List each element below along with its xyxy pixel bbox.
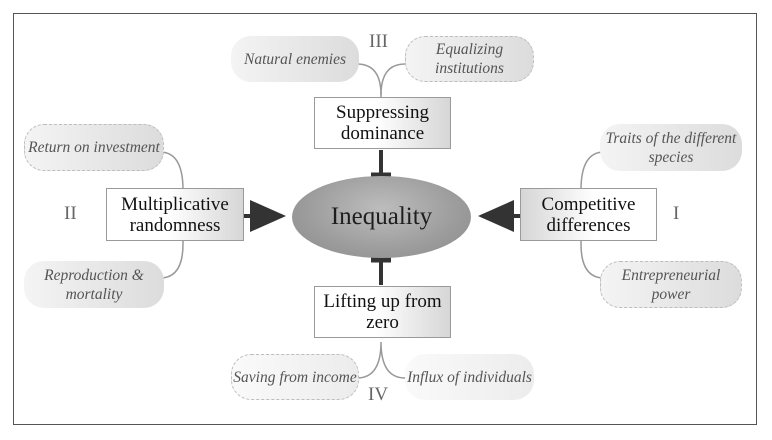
competitive-differences-box: Competitive differences (520, 188, 657, 241)
lifting-up-box: Lifting up from zero (314, 286, 451, 338)
factor-label: Reproduction & mortality (44, 266, 144, 303)
roman-left: II (64, 203, 77, 224)
brace-top (356, 63, 406, 96)
competitive-differences-label: Competitive differences (541, 193, 636, 236)
factor-label: Traits of the different species (605, 129, 737, 166)
factor-label: Saving from income (233, 368, 357, 386)
inequality-label: Inequality (330, 203, 433, 230)
brace-bottom (356, 341, 406, 379)
multiplicative-randomness-label: Multiplicative randomness (121, 193, 229, 236)
factor-label: Return on investment (28, 139, 160, 156)
diagram-frame (13, 13, 757, 425)
factor-equalizing-institutions: Equalizing institutions (405, 36, 534, 82)
multiplicative-randomness-box: Multiplicative randomness (106, 188, 244, 241)
factor-label: Natural enemies (243, 50, 347, 68)
factor-influx-individuals: Influx of individuals (405, 354, 534, 400)
factor-label: Influx of individuals (407, 368, 532, 386)
roman-top: III (369, 31, 388, 52)
lifting-up-label: Lifting up from zero (323, 291, 442, 333)
factor-return-on-investment: Return on investment (24, 124, 164, 171)
roman-right: I (673, 203, 680, 224)
factor-saving-income: Saving from income (231, 354, 359, 400)
factor-natural-enemies: Natural enemies (231, 36, 359, 82)
suppressing-dominance-box: Suppressing dominance (314, 97, 451, 149)
roman-bottom: IV (368, 384, 389, 405)
factor-label: Equalizing institutions (435, 41, 504, 77)
factor-reproduction-mortality: Reproduction & mortality (24, 261, 164, 308)
suppressing-dominance-label: Suppressing dominance (336, 102, 429, 144)
factor-label: Entrepreneurial power (621, 266, 721, 303)
factor-entrepreneurial-power: Entrepreneurial power (600, 261, 742, 308)
inequality-node: Inequality (292, 176, 471, 258)
factor-traits-species: Traits of the different species (600, 124, 742, 171)
